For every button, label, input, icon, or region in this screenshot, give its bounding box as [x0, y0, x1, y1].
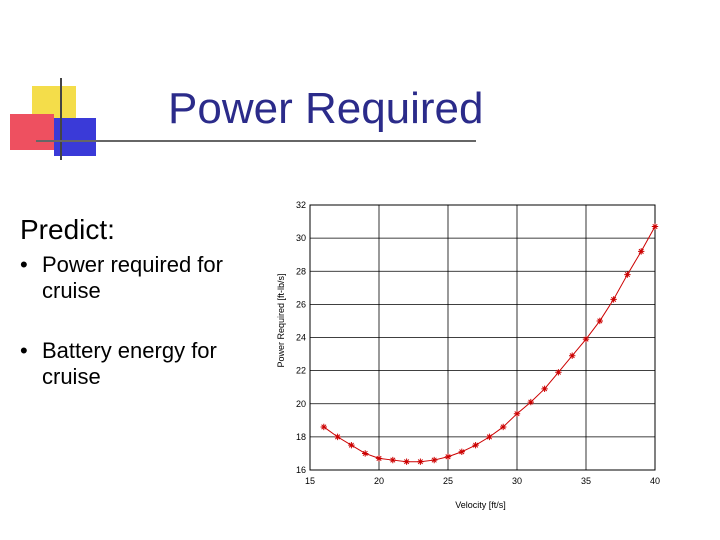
y-tick-label: 32 [296, 200, 306, 210]
slide-title: Power Required [168, 84, 484, 133]
data-point [541, 385, 548, 393]
y-tick-label: 18 [296, 432, 306, 442]
data-point [500, 423, 507, 431]
bullet-power-required: • Power required for cruise [20, 252, 260, 304]
deco-vertical-line [60, 78, 62, 160]
deco-red-square [10, 114, 54, 150]
bullet-dot: • [20, 338, 28, 363]
data-point [582, 335, 590, 343]
y-tick-label: 22 [296, 366, 306, 376]
data-point [569, 352, 576, 359]
x-axis-label: Velocity [ft/s] [455, 500, 506, 510]
y-tick-label: 28 [296, 266, 306, 276]
data-point [334, 433, 341, 441]
y-tick-label: 26 [296, 299, 306, 309]
bullet-text: Battery energy for cruise [42, 338, 217, 389]
x-tick-label: 25 [443, 476, 453, 486]
data-point [375, 455, 383, 462]
data-point [431, 456, 438, 464]
y-axis-label: Power Required [ft-lb/s] [276, 273, 286, 367]
data-point [320, 423, 327, 431]
data-point [610, 296, 617, 303]
x-tick-label: 20 [374, 476, 384, 486]
data-point [444, 453, 452, 460]
deco-horizontal-line [36, 140, 476, 142]
x-tick-label: 30 [512, 476, 522, 486]
predict-heading: Predict: [20, 214, 115, 245]
bullet-dot: • [20, 252, 28, 277]
y-tick-label: 20 [296, 399, 306, 409]
data-point [362, 450, 369, 457]
data-point [624, 271, 631, 278]
data-point [389, 456, 396, 464]
data-point [472, 441, 479, 449]
data-point [458, 448, 465, 455]
data-point [555, 369, 562, 376]
data-point [527, 398, 534, 406]
series-line [323, 226, 656, 463]
data-point [638, 248, 645, 255]
x-tick-label: 40 [650, 476, 660, 486]
y-tick-label: 24 [296, 333, 306, 343]
data-point [417, 458, 424, 465]
data-point [651, 223, 659, 230]
data-point [596, 317, 603, 325]
data-point [486, 433, 493, 441]
bullet-text: Power required for cruise [42, 252, 223, 303]
x-tick-label: 15 [305, 476, 315, 486]
data-point [403, 458, 410, 465]
y-tick-label: 30 [296, 233, 306, 243]
x-tick-label: 35 [581, 476, 591, 486]
data-point [348, 441, 355, 449]
data-point [513, 410, 521, 417]
bullet-battery-energy: • Battery energy for cruise [20, 338, 260, 390]
y-tick-label: 16 [296, 465, 306, 475]
